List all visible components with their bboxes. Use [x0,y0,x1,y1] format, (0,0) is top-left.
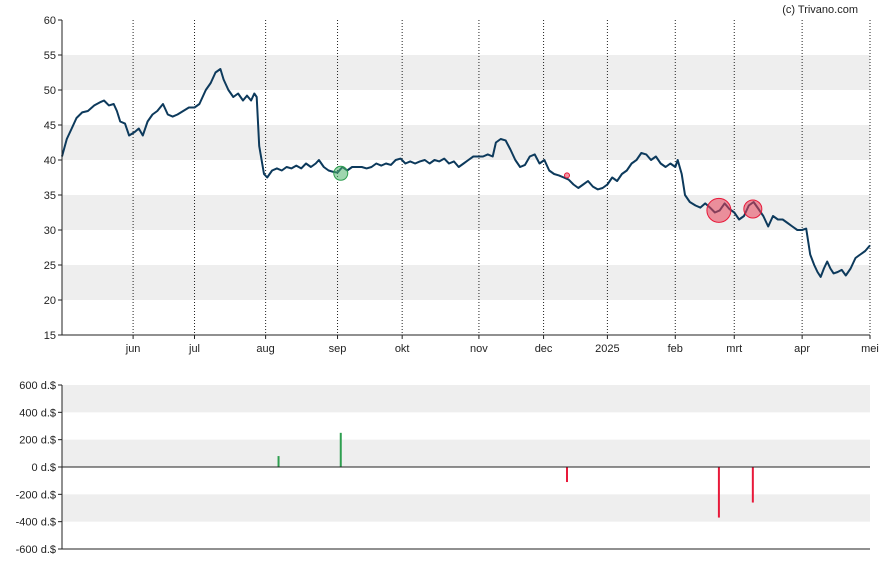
price-y-tick-label: 45 [44,120,56,132]
volume-y-tick-labels: 600 d.$ 400 d.$ 200 d.$ 0 d.$ -200 d.$ -400 d… [16,380,56,556]
buy-trade-marker [333,165,349,181]
month-gridlines [132,20,871,339]
sell-trade-marker [564,172,570,179]
price-line [61,68,871,278]
volume-band [62,494,870,522]
price-y-tick-labels: 15 20 25 30 35 40 45 50 55 60 [44,15,56,342]
x-tick-label: sep [329,343,347,355]
x-tick-label: mrt [726,343,742,355]
price-y-tick-label: 35 [44,190,56,202]
x-tick-label: jun [125,343,141,355]
price-band [62,265,870,300]
volume-y-tick-label: -400 d.$ [16,517,56,529]
volume-y-tick-label: -600 d.$ [16,544,56,556]
volume-y-tick-label: 200 d.$ [19,435,56,447]
price-line-layer [61,68,871,278]
credit-text: (c) Trivano.com [782,4,858,16]
volume-band [62,385,870,413]
sell-trade-marker [706,197,732,223]
background-bands [62,55,870,522]
price-y-tick-label: 15 [44,330,56,342]
x-tick-label: jul [188,343,200,355]
x-tick-label: mei [861,343,879,355]
x-tick-label: feb [668,343,683,355]
x-tick-label: aug [256,343,274,355]
price-band [62,125,870,160]
axes [58,19,870,550]
trade-volume-bars [277,432,754,518]
price-y-tick-label: 30 [44,225,56,237]
price-y-tick-label: 20 [44,295,56,307]
month-x-tick-labels: jun jul aug sep okt nov dec 2025 feb mrt apr mei [125,343,879,355]
x-tick-label: 2025 [595,343,619,355]
x-tick-label: nov [470,343,488,355]
price-y-tick-label: 50 [44,85,56,97]
sell-trade-marker [743,199,763,219]
price-y-tick-label: 25 [44,260,56,272]
x-tick-label: dec [535,343,553,355]
volume-y-tick-label: -200 d.$ [16,489,56,501]
x-tick-label: okt [395,343,410,355]
price-y-tick-label: 60 [44,15,56,27]
price-band [62,55,870,90]
volume-y-tick-label: 400 d.$ [19,407,56,419]
x-tick-label: apr [794,343,810,355]
price-y-tick-label: 40 [44,155,56,167]
trade-markers [333,165,763,223]
volume-y-tick-label: 600 d.$ [19,380,56,392]
volume-band [62,439,870,467]
price-y-tick-label: 55 [44,50,56,62]
volume-y-tick-label: 0 d.$ [32,462,56,474]
